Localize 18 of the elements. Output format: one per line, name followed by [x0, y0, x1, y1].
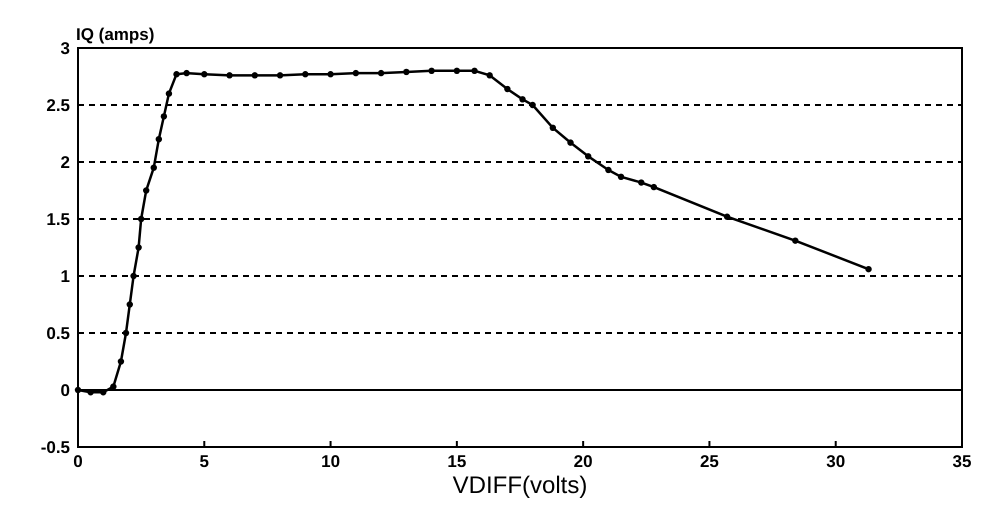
y-tick-label: 3	[60, 39, 70, 58]
x-tick-label: 35	[952, 452, 972, 471]
y-tick-label: 2	[60, 153, 70, 172]
x-tick-label: 25	[700, 452, 719, 471]
x-tick-label: 10	[321, 452, 340, 471]
x-tick-label: 5	[200, 452, 210, 471]
x-tick-label: 20	[574, 452, 593, 471]
x-axis-title: VDIFF(volts)	[452, 472, 588, 499]
x-tick-label: 30	[826, 452, 846, 471]
y-tick-label: 0.5	[46, 324, 70, 343]
y-tick-label: 0	[60, 381, 70, 400]
y-axis-title: IQ (amps)	[76, 25, 154, 44]
y-tick-label: 2.5	[46, 96, 70, 115]
x-tick-label: 0	[73, 452, 83, 471]
y-tick-label: 1.5	[46, 210, 70, 229]
y-tick-label: -0.5	[40, 438, 70, 457]
y-tick-label: 1	[60, 267, 70, 286]
x-tick-label: 15	[447, 452, 466, 471]
